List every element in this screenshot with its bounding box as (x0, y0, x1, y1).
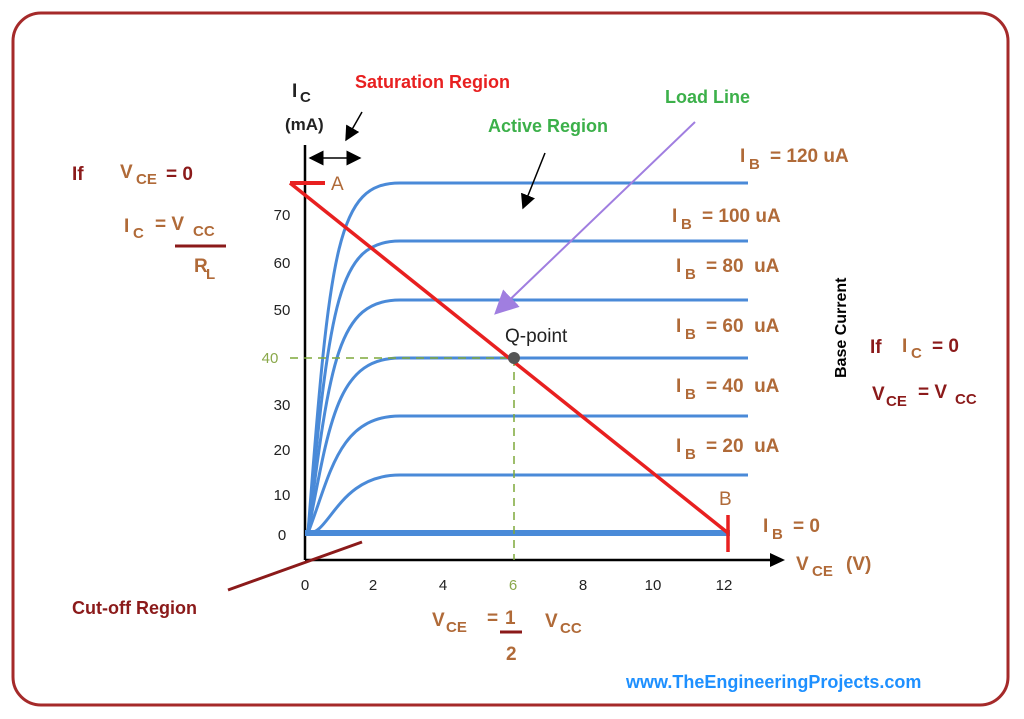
note-den-sub: L (206, 266, 215, 283)
curve-sub: B (685, 266, 696, 283)
note-v: V (432, 610, 445, 631)
note-v-sub: CE (886, 393, 907, 410)
note-v-eq: = V (918, 382, 947, 403)
ib-curve (306, 181, 748, 534)
curve-value: = 20 uA (706, 436, 780, 457)
x-axis-sub: CE (812, 563, 833, 580)
curve-value: = 120 uA (770, 146, 849, 167)
x-tick-label: 2 (369, 577, 377, 594)
curve-sub: B (685, 446, 696, 463)
curve-symbol: I (672, 206, 677, 227)
q-point-label: Q-point (505, 326, 568, 347)
y-tick-label: 30 (274, 397, 291, 414)
note-vcc-sub: CC (560, 620, 582, 637)
x-tick-label: 12 (716, 577, 733, 594)
curve-symbol: I (676, 256, 681, 277)
note-i: I (124, 216, 129, 237)
curve-sub: B (772, 526, 783, 543)
curve-value: = 0 (793, 516, 820, 537)
curve-symbol: I (676, 316, 681, 337)
note-i-sub: C (133, 225, 144, 242)
note-v-eq: = 0 (166, 164, 193, 185)
note-v-sub: CE (136, 171, 157, 188)
active-label: Active Region (488, 116, 608, 136)
y-axis-unit: (mA) (285, 115, 324, 134)
q-point (508, 352, 520, 364)
y-tick-label: 50 (274, 302, 291, 319)
note-den: 2 (506, 644, 517, 665)
y-axis-symbol: I (292, 81, 297, 102)
note-i-eq: = 0 (932, 336, 959, 357)
note-num: 1 (505, 608, 516, 629)
note-i: I (902, 336, 907, 357)
note-v-sub: CE (446, 619, 467, 636)
y-tick-label: 70 (274, 207, 291, 224)
curve-symbol: I (740, 146, 745, 167)
note-i-eq: = V (155, 214, 184, 235)
x-axis-arrow (770, 553, 785, 567)
curve-value: = 60 uA (706, 316, 780, 337)
y-axis-sub: C (300, 89, 311, 106)
note-den: R (194, 256, 208, 277)
cutoff-pointer (227, 540, 363, 592)
x-tick-label: 10 (645, 577, 662, 594)
curve-value: = 100 uA (702, 206, 781, 227)
ib-curve (306, 414, 748, 534)
note-vcc: V (545, 611, 558, 632)
y-tick-label: 60 (274, 255, 291, 272)
note-i-sub: C (911, 345, 922, 362)
x-tick-label: 6 (509, 577, 517, 594)
curve-value: = 40 uA (706, 376, 780, 397)
curve-symbol: I (763, 516, 768, 537)
y-tick-label: 20 (274, 442, 291, 459)
point-b: B (719, 489, 732, 510)
cutoff-label: Cut-off Region (72, 598, 197, 618)
note-if: If (72, 164, 84, 185)
point-a: A (331, 174, 344, 195)
q-point-guides (290, 357, 515, 560)
curve-sub: B (685, 326, 696, 343)
curve-value: = 80 uA (706, 256, 780, 277)
note-v: V (120, 162, 133, 183)
curve-symbol: I (676, 376, 681, 397)
y-tick-label: 40 (262, 350, 279, 367)
note-v-eq-sub: CC (955, 391, 977, 408)
footer: www.TheEngineeringProjects.com (625, 672, 921, 692)
y-tick-label: 10 (274, 487, 291, 504)
ib-curve (306, 356, 748, 534)
saturation-arrow (345, 111, 363, 142)
base-current-label: Base Current (833, 277, 850, 378)
active-arrow (521, 152, 546, 210)
curve-symbol: I (676, 436, 681, 457)
curve-sub: B (685, 386, 696, 403)
x-axis-unit: (V) (846, 554, 871, 575)
note-eq: = (487, 608, 498, 629)
x-axis-symbol: V (796, 554, 809, 575)
x-tick-label: 4 (439, 577, 447, 594)
load-line-arrow (494, 121, 696, 315)
note-v: V (872, 384, 885, 405)
ib-curve (306, 239, 748, 534)
note-i-eq-sub: CC (193, 223, 215, 240)
saturation-label: Saturation Region (355, 72, 510, 92)
x-tick-label: 8 (579, 577, 587, 594)
ib-curve (306, 298, 748, 534)
x-tick-label: 0 (301, 577, 309, 594)
note-if: If (870, 337, 882, 358)
load-line-label: Load Line (665, 87, 750, 107)
y-tick-label: 0 (278, 527, 286, 544)
curve-sub: B (749, 156, 760, 173)
curve-sub: B (681, 216, 692, 233)
